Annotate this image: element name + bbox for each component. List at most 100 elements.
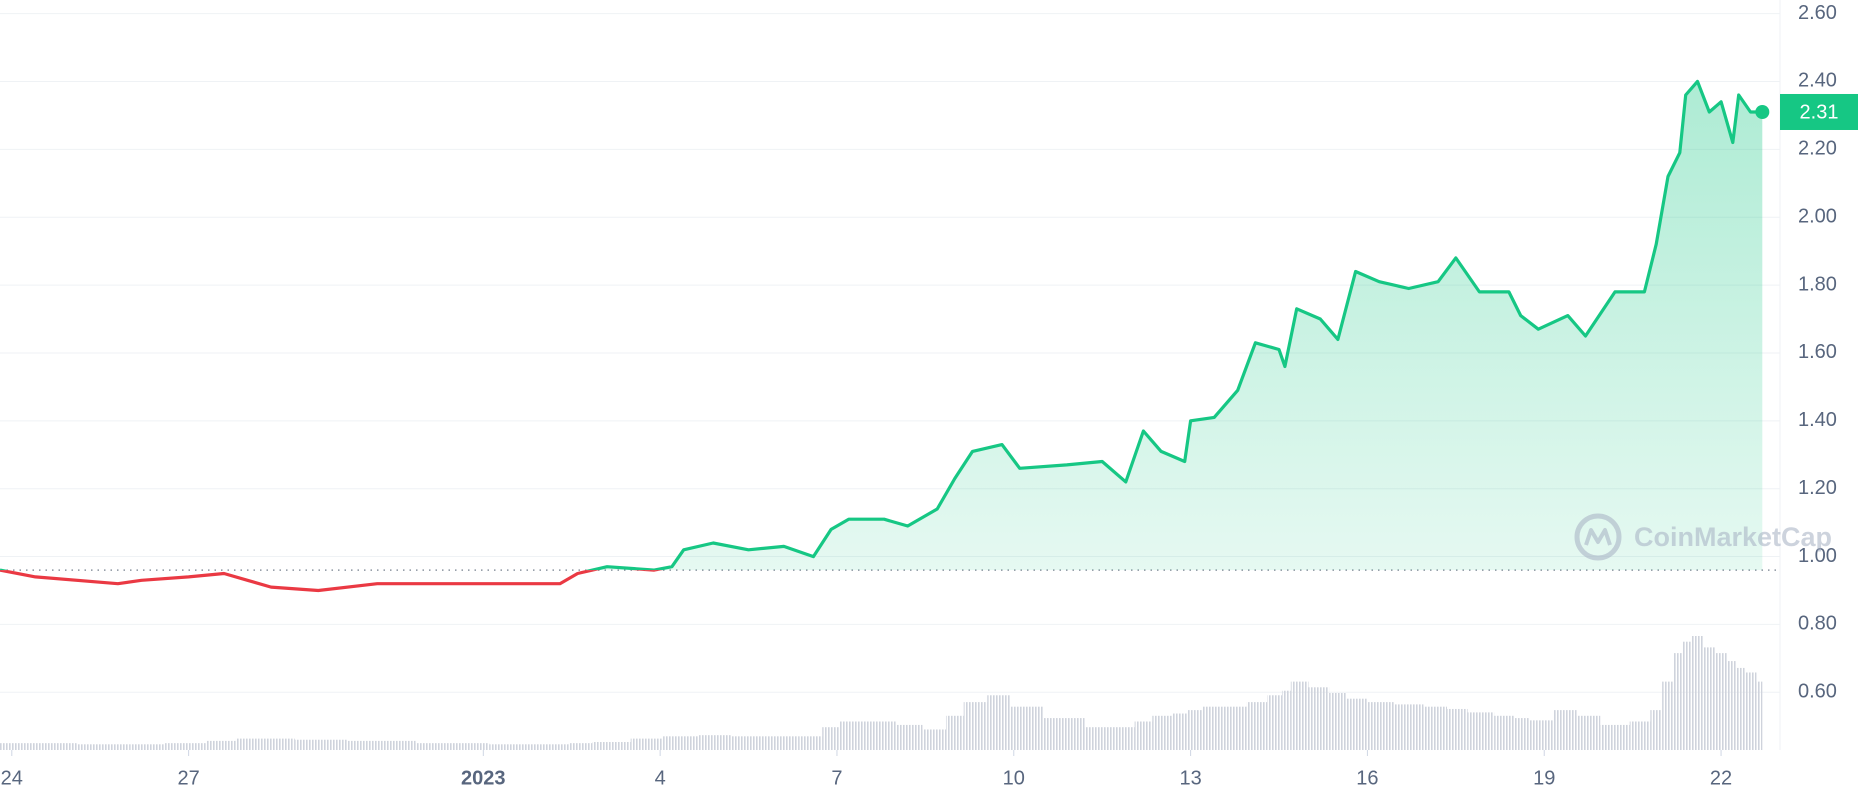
volume-bar bbox=[1367, 702, 1394, 750]
y-tick-label: 1.20 bbox=[1798, 477, 1837, 499]
volume-bar bbox=[1187, 710, 1203, 750]
volume-bar bbox=[1152, 715, 1173, 750]
volume-bar bbox=[663, 736, 678, 750]
volume-bar bbox=[592, 742, 631, 750]
volume-bar bbox=[1290, 681, 1309, 750]
y-tick-label: 2.40 bbox=[1798, 70, 1837, 92]
volume-bar bbox=[1662, 681, 1674, 750]
volume-bar bbox=[798, 736, 823, 750]
price-line-up bbox=[0, 79, 1763, 571]
watermark-text: CoinMarketCap bbox=[1634, 522, 1832, 552]
y-tick-label: 2.20 bbox=[1798, 138, 1837, 160]
x-tick-label: 10 bbox=[1003, 767, 1025, 789]
volume-bar bbox=[489, 744, 543, 750]
volume-bar bbox=[1756, 681, 1763, 750]
volume-bar bbox=[165, 743, 207, 750]
volume-bar bbox=[1346, 698, 1368, 750]
volume-bar bbox=[730, 736, 767, 750]
volume-bar bbox=[1673, 653, 1683, 750]
volume-bar bbox=[1329, 693, 1347, 750]
y-tick-label: 2.60 bbox=[1798, 2, 1837, 24]
volume-bar bbox=[677, 736, 699, 750]
volume-bar bbox=[987, 695, 1011, 750]
y-tick-label: 1.40 bbox=[1798, 409, 1837, 431]
volume-bar bbox=[76, 744, 130, 750]
volume-bar bbox=[963, 702, 988, 750]
volume-bar bbox=[1703, 647, 1716, 750]
volume-bar bbox=[1010, 706, 1044, 750]
y-tick-label: 1.60 bbox=[1798, 341, 1837, 363]
volume-bar bbox=[0, 743, 18, 750]
volume-bar bbox=[1113, 727, 1135, 750]
volume-bar bbox=[1553, 710, 1577, 750]
volume-bar bbox=[1423, 706, 1447, 750]
volume-bar bbox=[1529, 720, 1554, 750]
volume-bar bbox=[347, 740, 416, 750]
volume-bar bbox=[1744, 672, 1757, 750]
volume-bar bbox=[698, 735, 731, 750]
volume-bar bbox=[1202, 706, 1226, 750]
volume-bar bbox=[1650, 710, 1663, 750]
volume-bar bbox=[945, 715, 964, 750]
x-tick-label: 19 bbox=[1533, 767, 1555, 789]
volume-bar bbox=[1715, 653, 1727, 750]
x-tick-label: 4 bbox=[655, 767, 666, 789]
volume-bar bbox=[129, 744, 166, 750]
volume-bar bbox=[1225, 706, 1247, 750]
volume-bar bbox=[568, 743, 593, 750]
volume-bar bbox=[1446, 708, 1468, 750]
x-tick-label: 13 bbox=[1179, 767, 1201, 789]
y-tick-label: 0.60 bbox=[1798, 681, 1837, 703]
volume-bar bbox=[1043, 718, 1085, 750]
volume-bar bbox=[822, 727, 840, 750]
y-tick-label: 1.80 bbox=[1798, 273, 1837, 295]
volume-bar bbox=[1308, 687, 1330, 750]
price-line-down bbox=[0, 570, 663, 593]
x-tick-label: 27 bbox=[177, 767, 199, 789]
volume-bar bbox=[259, 738, 295, 750]
volume-bar bbox=[1514, 718, 1530, 750]
x-tick-label: 7 bbox=[831, 767, 842, 789]
x-tick-label: 2023 bbox=[461, 767, 506, 789]
volume-bar bbox=[415, 743, 490, 750]
volume-bar bbox=[1576, 715, 1601, 750]
volume-bar bbox=[630, 738, 664, 750]
last-point bbox=[1755, 104, 1770, 119]
y-tick-label: 2.00 bbox=[1798, 205, 1837, 227]
volume-bar bbox=[542, 744, 569, 750]
x-tick-label: 24 bbox=[1, 767, 23, 789]
volume-bar bbox=[1691, 636, 1704, 750]
volume-bar bbox=[839, 721, 867, 750]
volume-bar bbox=[17, 743, 77, 750]
x-tick-label: 16 bbox=[1356, 767, 1378, 789]
volume-bar bbox=[922, 729, 946, 750]
volume-bar bbox=[294, 739, 348, 750]
volume-bar bbox=[766, 736, 799, 750]
price-tag-bg bbox=[1780, 93, 1858, 130]
volume-bar bbox=[1246, 702, 1268, 750]
volume-bar bbox=[1600, 724, 1630, 750]
volume-bar bbox=[1682, 641, 1692, 750]
volume-bar bbox=[1726, 661, 1736, 750]
volume-bar bbox=[206, 740, 236, 750]
volume-bar bbox=[866, 721, 896, 750]
volume-bar bbox=[1267, 695, 1282, 750]
y-tick-label: 1.00 bbox=[1798, 545, 1837, 567]
volume-bar bbox=[1467, 712, 1495, 750]
volume-bar bbox=[1494, 715, 1515, 750]
volume-bar bbox=[1393, 704, 1424, 750]
volume-bar bbox=[1084, 727, 1114, 750]
volume-bar bbox=[1281, 690, 1291, 750]
y-tick-label: 0.80 bbox=[1798, 613, 1837, 635]
volume-bar bbox=[235, 738, 260, 750]
volume-bar bbox=[1172, 713, 1188, 750]
x-tick-label: 22 bbox=[1710, 767, 1732, 789]
volume-bar bbox=[1629, 721, 1651, 750]
watermark: CoinMarketCap bbox=[1574, 513, 1832, 561]
volume-bar bbox=[1735, 667, 1745, 750]
price-tag: 2.31 bbox=[1800, 101, 1839, 123]
volume-bar bbox=[1134, 721, 1153, 750]
volume-bar bbox=[895, 724, 923, 750]
